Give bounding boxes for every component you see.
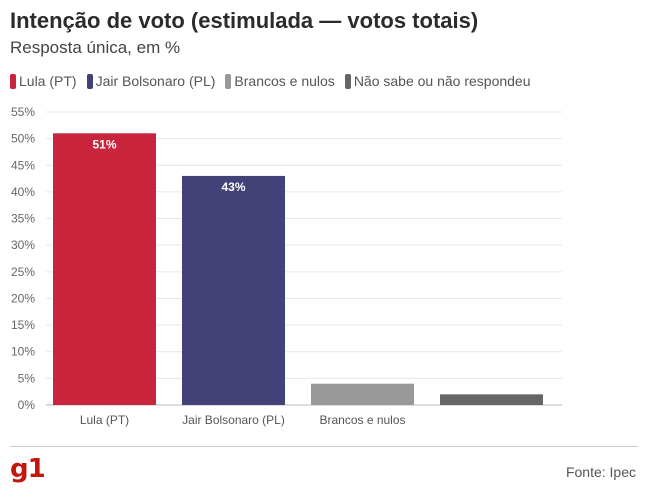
- legend-label-nao-sabe: Não sabe ou não respondeu: [353, 73, 531, 89]
- legend-item-bolsonaro: Jair Bolsonaro (PL): [86, 73, 216, 89]
- y-tick-label: 50%: [11, 132, 35, 146]
- y-tick-label: 35%: [11, 212, 35, 226]
- x-tick-label: Jair Bolsonaro (PL): [182, 413, 285, 427]
- data-label: 43%: [221, 180, 245, 194]
- y-tick-label: 45%: [11, 158, 35, 172]
- bar-chart: 0% 5% 10% 15% 20% 25% 30% 35% 40% 45% 50% 55% 51% Lul…: [11, 105, 562, 427]
- legend: Lula (PT) Jair Bolsonaro (PL) Brancos e …: [10, 73, 531, 89]
- y-tick-label: 25%: [11, 265, 35, 279]
- legend-item-brancos-nulos: Brancos e nulos: [225, 73, 335, 89]
- legend-swatch-nao-sabe: [344, 73, 351, 89]
- y-tick-label: 5%: [18, 371, 36, 385]
- footer-divider: [10, 446, 638, 447]
- data-label: 51%: [92, 137, 116, 151]
- chart-subtitle: Resposta única, em %: [10, 38, 181, 57]
- source-note: Fonte: Ipec: [565, 464, 636, 480]
- bar: [182, 175, 285, 405]
- y-tick-label: 15%: [11, 318, 35, 332]
- y-tick-label: 40%: [11, 185, 35, 199]
- y-tick-label: 0%: [18, 398, 36, 412]
- legend-label-brancos-nulos: Brancos e nulos: [234, 73, 335, 89]
- legend-label-lula: Lula (PT): [19, 73, 77, 89]
- legend-swatch-brancos-nulos: [225, 73, 232, 89]
- x-tick-label: Brancos e nulos: [319, 413, 405, 427]
- bar: [440, 394, 543, 405]
- y-tick-label: 10%: [11, 345, 35, 359]
- chart-title: Intenção de voto (estimulada — votos tot…: [10, 8, 479, 33]
- x-tick-label: Lula (PT): [80, 413, 129, 427]
- g1-logo: g1: [10, 454, 46, 484]
- legend-item-nao-sabe: Não sabe ou não respondeu: [344, 73, 531, 89]
- legend-swatch-bolsonaro: [86, 73, 93, 89]
- y-tick-label: 55%: [11, 105, 35, 119]
- legend-label-bolsonaro: Jair Bolsonaro (PL): [95, 73, 216, 89]
- bar: [311, 383, 414, 405]
- y-tick-label: 30%: [11, 238, 35, 252]
- bar: [53, 133, 156, 405]
- legend-item-lula: Lula (PT): [10, 73, 77, 89]
- legend-swatch-lula: [10, 73, 16, 89]
- y-tick-label: 20%: [11, 291, 35, 305]
